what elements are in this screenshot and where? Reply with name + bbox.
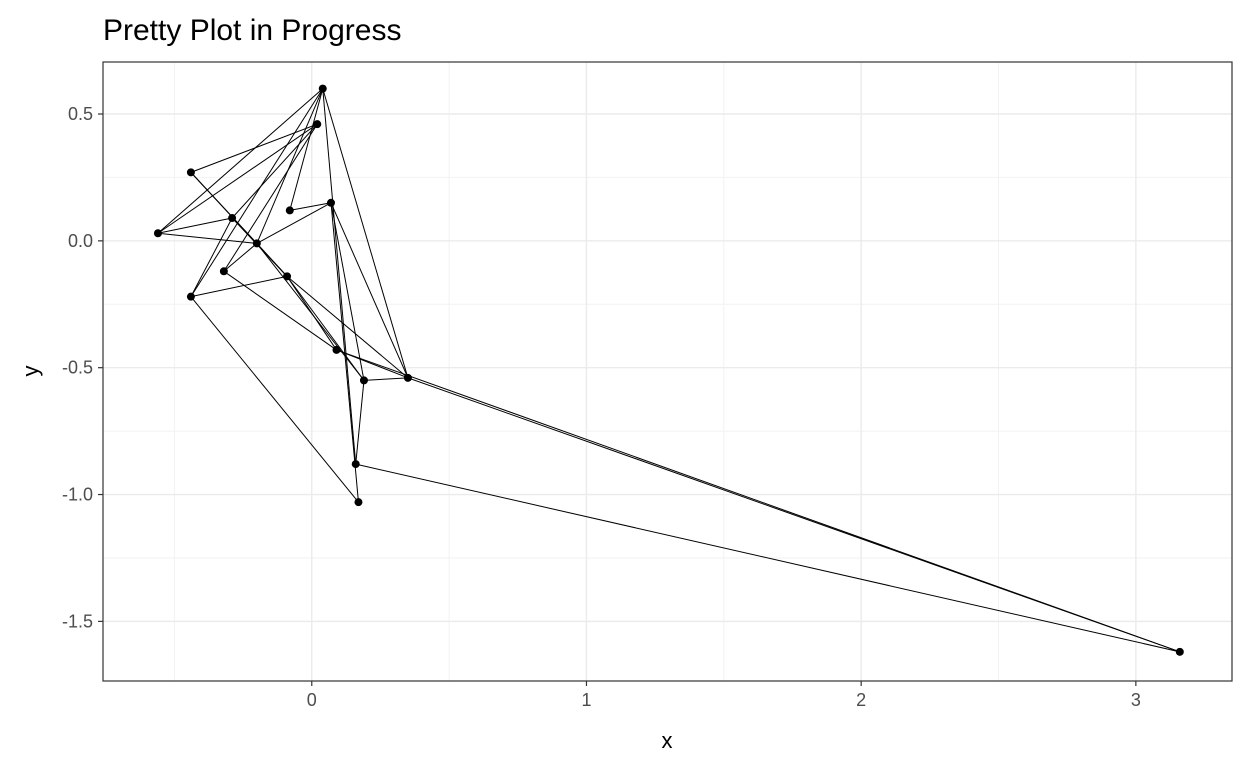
- y-tick-label: -1.0: [62, 485, 93, 505]
- x-tick-label: 1: [581, 690, 591, 710]
- y-tick-label: -0.5: [62, 358, 93, 378]
- edge-line: [286, 275, 409, 379]
- chart-title: Pretty Plot in Progress: [103, 14, 401, 47]
- data-point: [228, 214, 237, 223]
- y-tick-label: -1.5: [62, 611, 93, 631]
- data-point: [283, 272, 292, 281]
- x-tick-label: 0: [307, 690, 317, 710]
- data-point: [313, 120, 322, 129]
- edge-line: [256, 202, 332, 244]
- y-tick-label: 0.5: [68, 104, 93, 124]
- edge-line: [330, 202, 365, 381]
- edge-line: [190, 88, 324, 297]
- data-point: [318, 84, 327, 93]
- x-tick-label: 3: [1131, 690, 1141, 710]
- edge-line: [190, 217, 233, 297]
- edge-line: [231, 123, 318, 219]
- data-point: [153, 229, 162, 238]
- x-axis-title: x: [662, 728, 673, 753]
- data-point: [326, 198, 335, 207]
- edge-line: [355, 463, 1180, 653]
- data-point: [252, 239, 261, 248]
- edge-line: [330, 202, 409, 379]
- edge-line: [157, 217, 233, 234]
- edge-line: [157, 123, 318, 234]
- point-layer: [153, 84, 1184, 656]
- x-tick-label: 2: [856, 690, 866, 710]
- edge-line: [190, 275, 288, 298]
- edge-line: [157, 232, 257, 244]
- edge-line: [355, 380, 365, 465]
- data-point: [351, 460, 360, 469]
- edge-line: [256, 88, 324, 244]
- edge-line: [190, 172, 288, 277]
- edge-line: [322, 88, 409, 378]
- edge-line: [286, 276, 365, 381]
- data-point: [285, 206, 294, 215]
- data-point: [403, 373, 412, 382]
- y-axis-title: y: [18, 366, 43, 377]
- tick-layer: 0 1 2 3 0.5 0.0 -0.5 -1.0 -1.5: [62, 104, 1141, 710]
- edge-line: [289, 202, 332, 211]
- data-point: [186, 292, 195, 301]
- data-point: [219, 267, 228, 276]
- data-point: [359, 376, 368, 385]
- y-tick-label: 0.0: [68, 231, 93, 251]
- data-point: [332, 345, 341, 354]
- data-point: [186, 168, 195, 177]
- edge-line: [190, 123, 318, 173]
- plot-border: [102, 61, 1233, 682]
- data-point: [354, 498, 363, 507]
- edge-line: [407, 377, 1180, 653]
- edge-line: [286, 276, 337, 351]
- data-point: [1175, 647, 1184, 656]
- edge-line: [289, 88, 324, 211]
- grid-layer: [103, 62, 1232, 681]
- edge-line: [223, 243, 258, 272]
- edge-line: [223, 123, 318, 272]
- edge-line: [223, 270, 337, 351]
- edge-line: [322, 88, 357, 465]
- edge-layer: [157, 88, 1180, 653]
- edge-line: [190, 296, 359, 503]
- edge-line: [157, 88, 324, 234]
- edge-line: [363, 377, 408, 381]
